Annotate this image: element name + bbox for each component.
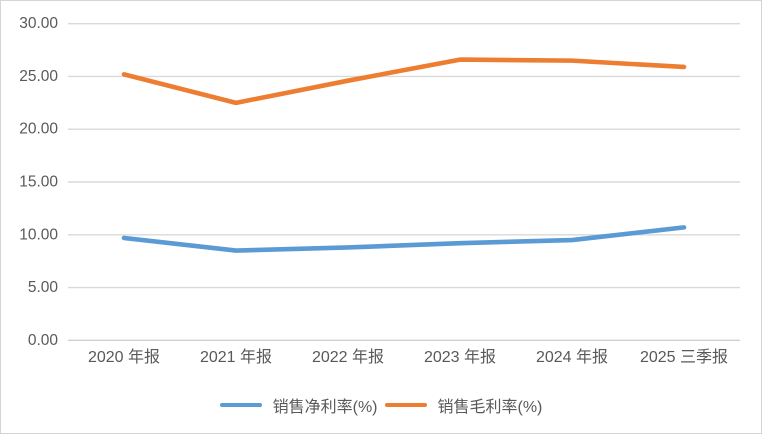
y-axis-tick-label: 5.00 — [28, 279, 59, 296]
legend-label-gross-profit-margin: 销售毛利率(%) — [437, 399, 543, 416]
y-axis-tick-label: 15.00 — [19, 174, 58, 191]
series-line-1 — [121, 57, 687, 106]
x-axis-tick-label: 2020 年报 — [88, 348, 160, 366]
x-axis-tick-label: 2022 年报 — [312, 348, 384, 366]
chart-legend: 销售净利率(%) 销售毛利率(%) — [1, 394, 761, 416]
legend-label-net-profit-margin: 销售净利率(%) — [272, 399, 378, 416]
y-axis-tick-label: 0.00 — [28, 332, 59, 349]
y-axis-tick-label: 20.00 — [19, 121, 58, 138]
x-axis-tick-label: 2021 年报 — [200, 348, 272, 366]
legend-item-gross-profit-margin: 销售毛利率(%) — [384, 393, 543, 417]
x-axis-tick-label: 2025 三季报 — [640, 348, 728, 366]
x-axis-tick-label: 2023 年报 — [424, 348, 496, 366]
y-axis-tick-label: 10.00 — [19, 226, 58, 243]
legend-item-net-profit-margin: 销售净利率(%) — [219, 393, 378, 417]
legend-swatch-gross-profit-margin — [384, 403, 427, 407]
legend-swatch-net-profit-margin — [219, 403, 262, 407]
y-axis-tick-label: 30.00 — [19, 15, 58, 32]
series-line-0 — [121, 225, 687, 253]
x-axis-tick-label: 2024 年报 — [536, 348, 608, 366]
y-axis-tick-label: 25.00 — [19, 68, 58, 85]
